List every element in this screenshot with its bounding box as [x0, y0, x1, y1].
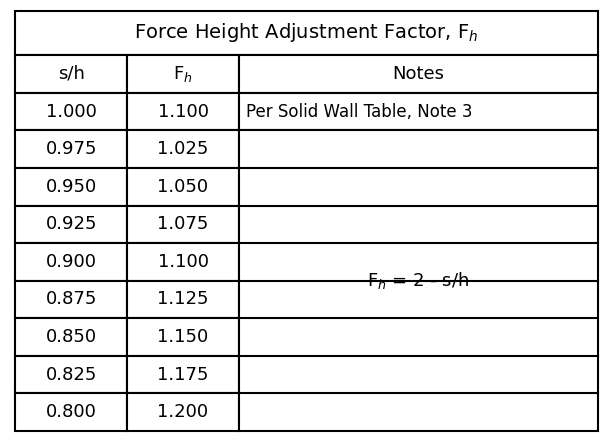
Text: Force Height Adjustment Factor, F$_h$: Force Height Adjustment Factor, F$_h$ — [134, 21, 479, 44]
Text: Per Solid Wall Table, Note 3: Per Solid Wall Table, Note 3 — [246, 103, 473, 121]
Text: 0.825: 0.825 — [45, 366, 97, 384]
Text: F$_h$: F$_h$ — [173, 64, 193, 84]
Bar — [127, 55, 239, 93]
Bar — [239, 93, 598, 130]
Text: 0.875: 0.875 — [45, 290, 97, 309]
Text: 0.900: 0.900 — [46, 253, 97, 271]
Bar — [15, 168, 127, 206]
Bar — [127, 281, 239, 318]
Bar — [127, 206, 239, 243]
Text: F$_h$ = 2 - s/h: F$_h$ = 2 - s/h — [367, 270, 470, 291]
Text: s/h: s/h — [58, 65, 85, 83]
Text: 1.025: 1.025 — [158, 140, 209, 158]
Text: 1.100: 1.100 — [158, 103, 208, 121]
Bar — [239, 130, 598, 431]
Text: 0.950: 0.950 — [45, 178, 97, 196]
Text: 1.200: 1.200 — [158, 403, 208, 421]
Text: 0.975: 0.975 — [45, 140, 97, 158]
Text: 1.050: 1.050 — [158, 178, 208, 196]
Text: 0.925: 0.925 — [45, 215, 97, 233]
Bar — [15, 93, 127, 130]
Bar — [15, 11, 598, 55]
Bar — [15, 206, 127, 243]
Bar — [127, 243, 239, 281]
Bar — [15, 55, 127, 93]
Bar — [15, 393, 127, 431]
Text: 0.800: 0.800 — [46, 403, 97, 421]
Text: 1.100: 1.100 — [158, 253, 208, 271]
Bar — [127, 393, 239, 431]
Bar — [15, 281, 127, 318]
Text: 1.125: 1.125 — [158, 290, 209, 309]
Bar — [15, 130, 127, 168]
Bar — [127, 356, 239, 393]
Bar — [127, 318, 239, 356]
Text: 1.000: 1.000 — [46, 103, 97, 121]
Bar — [15, 318, 127, 356]
Text: 1.075: 1.075 — [158, 215, 209, 233]
Bar — [15, 243, 127, 281]
Text: 1.175: 1.175 — [158, 366, 209, 384]
Bar — [239, 55, 598, 93]
Bar — [127, 168, 239, 206]
Bar — [127, 93, 239, 130]
Text: 0.850: 0.850 — [45, 328, 97, 346]
Text: Notes: Notes — [392, 65, 444, 83]
Text: 1.150: 1.150 — [158, 328, 208, 346]
Bar — [15, 356, 127, 393]
Bar — [127, 130, 239, 168]
